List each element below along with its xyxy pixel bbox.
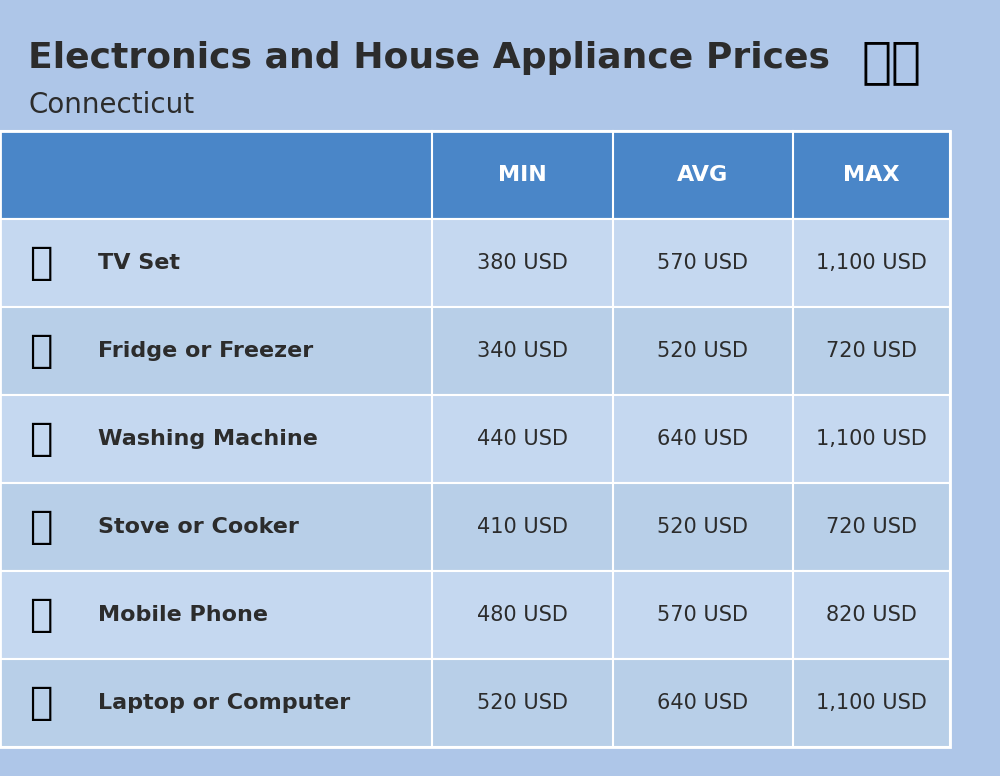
- Text: 520 USD: 520 USD: [477, 693, 568, 713]
- Text: MAX: MAX: [843, 165, 900, 185]
- Text: 720 USD: 720 USD: [826, 517, 917, 537]
- Text: Fridge or Freezer: Fridge or Freezer: [98, 341, 313, 361]
- Text: 720 USD: 720 USD: [826, 341, 917, 361]
- Text: Washing Machine: Washing Machine: [98, 429, 318, 449]
- FancyBboxPatch shape: [0, 395, 950, 483]
- Text: Mobile Phone: Mobile Phone: [98, 605, 268, 625]
- Text: Laptop or Computer: Laptop or Computer: [98, 693, 350, 713]
- FancyBboxPatch shape: [0, 131, 950, 219]
- Text: 440 USD: 440 USD: [477, 429, 568, 449]
- Text: 570 USD: 570 USD: [657, 253, 748, 273]
- Text: 🧳: 🧳: [29, 420, 52, 458]
- Text: 1,100 USD: 1,100 USD: [816, 429, 927, 449]
- Text: 📺: 📺: [29, 244, 52, 282]
- Text: 🪣: 🪣: [29, 508, 52, 546]
- Text: AVG: AVG: [677, 165, 728, 185]
- Text: 📱: 📱: [29, 596, 52, 634]
- Text: 570 USD: 570 USD: [657, 605, 748, 625]
- Text: Stove or Cooker: Stove or Cooker: [98, 517, 299, 537]
- Text: 520 USD: 520 USD: [657, 341, 748, 361]
- Text: 🆒: 🆒: [29, 332, 52, 370]
- Text: 💻: 💻: [29, 684, 52, 722]
- Text: 380 USD: 380 USD: [477, 253, 568, 273]
- Text: 480 USD: 480 USD: [477, 605, 568, 625]
- Text: MIN: MIN: [498, 165, 547, 185]
- Text: 🇺🇸: 🇺🇸: [861, 38, 921, 86]
- Text: 520 USD: 520 USD: [657, 517, 748, 537]
- Text: 410 USD: 410 USD: [477, 517, 568, 537]
- Text: 1,100 USD: 1,100 USD: [816, 253, 927, 273]
- Text: 340 USD: 340 USD: [477, 341, 568, 361]
- Text: 640 USD: 640 USD: [657, 693, 748, 713]
- Text: 820 USD: 820 USD: [826, 605, 917, 625]
- FancyBboxPatch shape: [0, 219, 950, 307]
- FancyBboxPatch shape: [0, 659, 950, 747]
- Text: 1,100 USD: 1,100 USD: [816, 693, 927, 713]
- FancyBboxPatch shape: [0, 571, 950, 659]
- Text: Connecticut: Connecticut: [28, 91, 195, 119]
- Text: Electronics and House Appliance Prices: Electronics and House Appliance Prices: [28, 41, 830, 75]
- FancyBboxPatch shape: [0, 307, 950, 395]
- FancyBboxPatch shape: [0, 483, 950, 571]
- Text: TV Set: TV Set: [98, 253, 180, 273]
- Text: 640 USD: 640 USD: [657, 429, 748, 449]
